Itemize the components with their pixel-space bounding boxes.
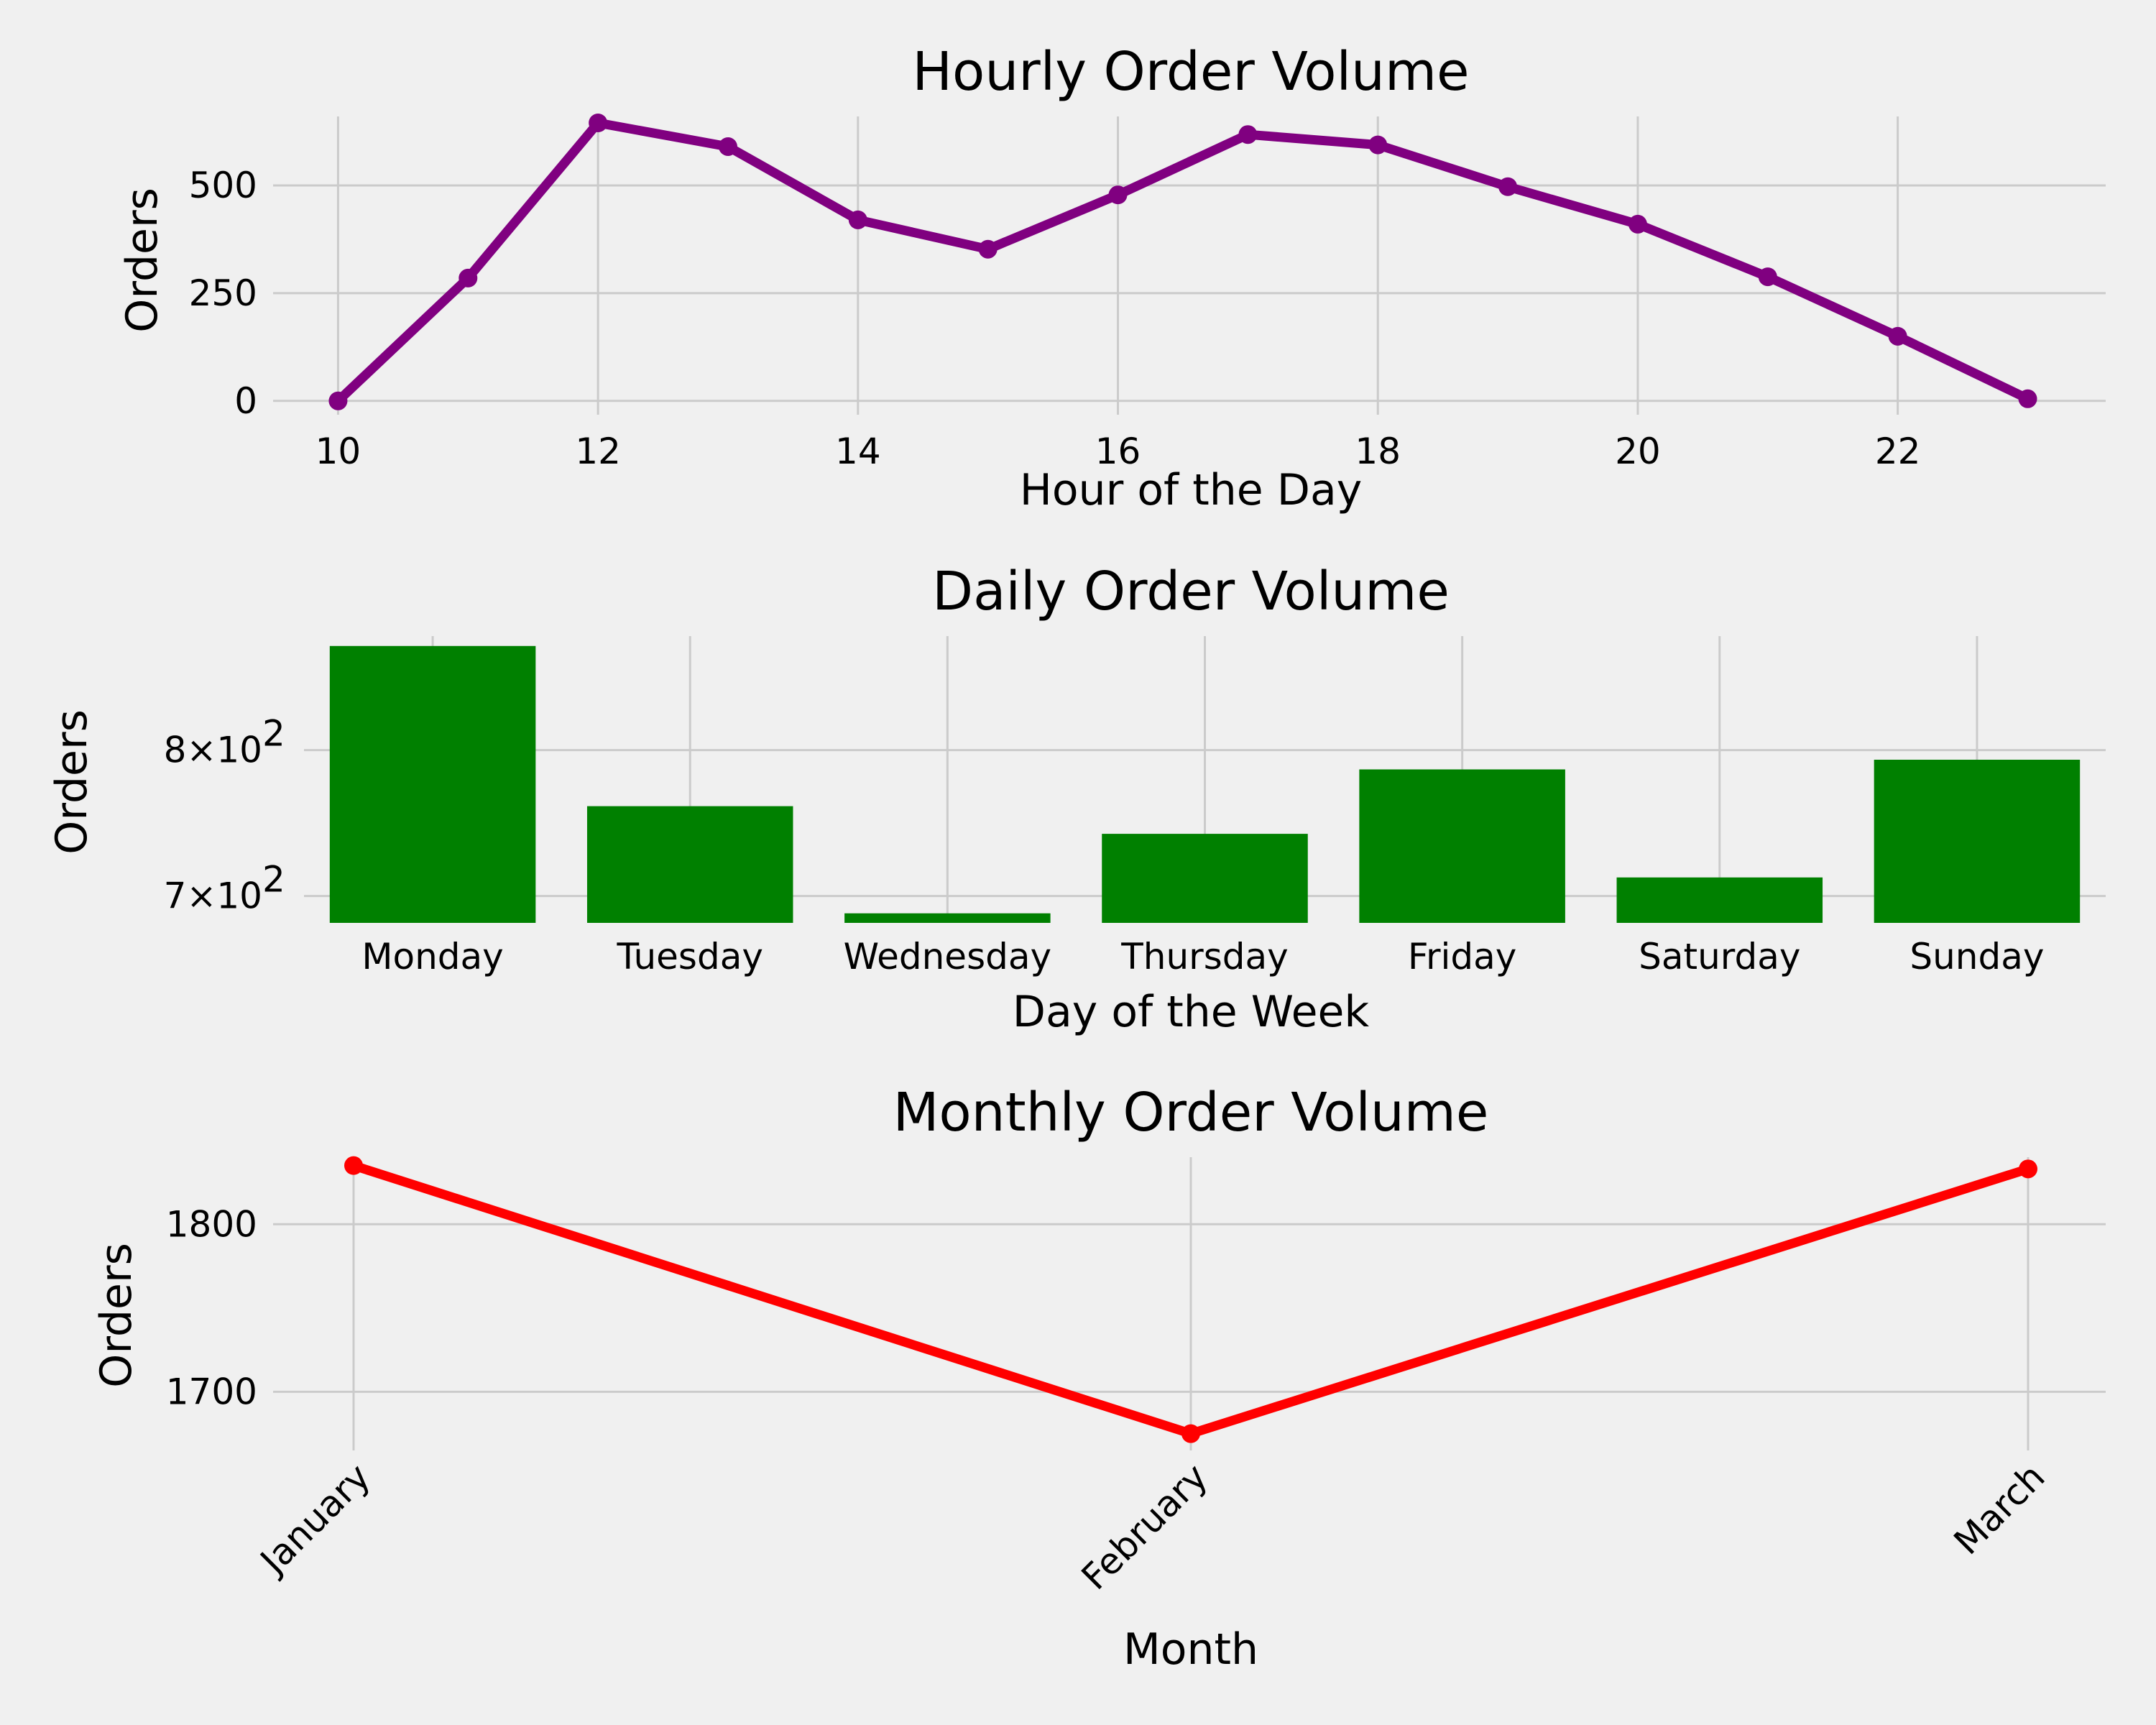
daily-x-tick: Saturday — [1639, 936, 1800, 978]
hourly-ylabel: Orders — [117, 188, 167, 333]
monthly-title: Monthly Order Volume — [893, 1082, 1489, 1144]
hourly-chart: Hourly Order Volume Hour of the Day Orde… — [117, 41, 2106, 515]
hourly-point — [1888, 326, 1907, 346]
hourly-x-tick: 12 — [575, 431, 621, 472]
daily-bar — [844, 913, 1051, 923]
monthly-point — [344, 1156, 363, 1175]
hourly-y-tick: 250 — [189, 272, 257, 314]
hourly-x-tick: 10 — [315, 431, 361, 472]
hourly-point — [718, 137, 737, 156]
monthly-y-tick: 1800 — [166, 1203, 257, 1245]
monthly-point — [2019, 1159, 2037, 1179]
daily-x-tick: Thursday — [1120, 936, 1289, 978]
daily-ylabel: Orders — [47, 709, 97, 855]
daily-x-tick: Tuesday — [617, 936, 763, 978]
daily-bar — [329, 645, 536, 923]
monthly-xlabel: Month — [1123, 1624, 1258, 1675]
monthly-y-tick: 1700 — [166, 1371, 257, 1412]
hourly-point — [1108, 185, 1128, 205]
daily-bar — [586, 806, 793, 923]
hourly-marks — [328, 113, 2037, 410]
daily-bar — [1616, 877, 1823, 923]
daily-y-tick: 8×10 — [164, 730, 262, 771]
hourly-point — [1628, 214, 1647, 234]
monthly-ylabel: Orders — [91, 1243, 142, 1388]
hourly-point — [328, 391, 348, 410]
hourly-x-tick: 18 — [1355, 431, 1401, 472]
daily-marks — [329, 645, 2081, 923]
hourly-point — [1238, 125, 1258, 144]
hourly-point — [1758, 267, 1777, 287]
hourly-x-tick: 20 — [1615, 431, 1661, 472]
daily-bar — [1874, 760, 2081, 923]
daily-x-tick: Monday — [361, 936, 503, 978]
hourly-x-tick: 22 — [1875, 431, 1921, 472]
hourly-x-tick: 14 — [835, 431, 881, 472]
hourly-point — [1368, 135, 1388, 155]
daily-x-tick: Wednesday — [844, 936, 1051, 978]
hourly-title: Hourly Order Volume — [912, 41, 1469, 103]
daily-bar — [1102, 834, 1308, 923]
daily-x-tick: Sunday — [1909, 936, 2044, 978]
daily-chart: Daily Order Volume Day of the Week Order… — [47, 561, 2106, 1037]
hourly-ticks: 10 12 14 16 18 20 22 0 250 500 — [189, 165, 1921, 472]
daily-x-tick: Friday — [1408, 936, 1517, 978]
hourly-point — [459, 268, 478, 288]
daily-xlabel: Day of the Week — [1013, 987, 1370, 1037]
daily-y-tick-exponent: 2 — [262, 859, 285, 901]
hourly-point — [978, 239, 998, 259]
hourly-point — [2018, 389, 2037, 408]
hourly-y-tick: 0 — [234, 380, 257, 422]
hourly-point — [848, 210, 867, 229]
hourly-xlabel: Hour of the Day — [1020, 465, 1363, 515]
hourly-point — [1498, 177, 1518, 196]
hourly-grid — [273, 116, 2106, 415]
hourly-point — [589, 113, 608, 132]
monthly-grid — [273, 1157, 2106, 1450]
daily-title: Daily Order Volume — [932, 561, 1450, 622]
daily-y-tick-exponent: 2 — [262, 713, 285, 755]
monthly-point — [1181, 1424, 1200, 1443]
hourly-series-line — [333, 118, 2032, 406]
daily-bar — [1359, 769, 1565, 923]
hourly-x-tick: 16 — [1095, 431, 1141, 472]
hourly-y-tick: 500 — [189, 165, 257, 206]
daily-y-tick: 7×10 — [164, 875, 262, 917]
monthly-marks — [344, 1156, 2037, 1443]
